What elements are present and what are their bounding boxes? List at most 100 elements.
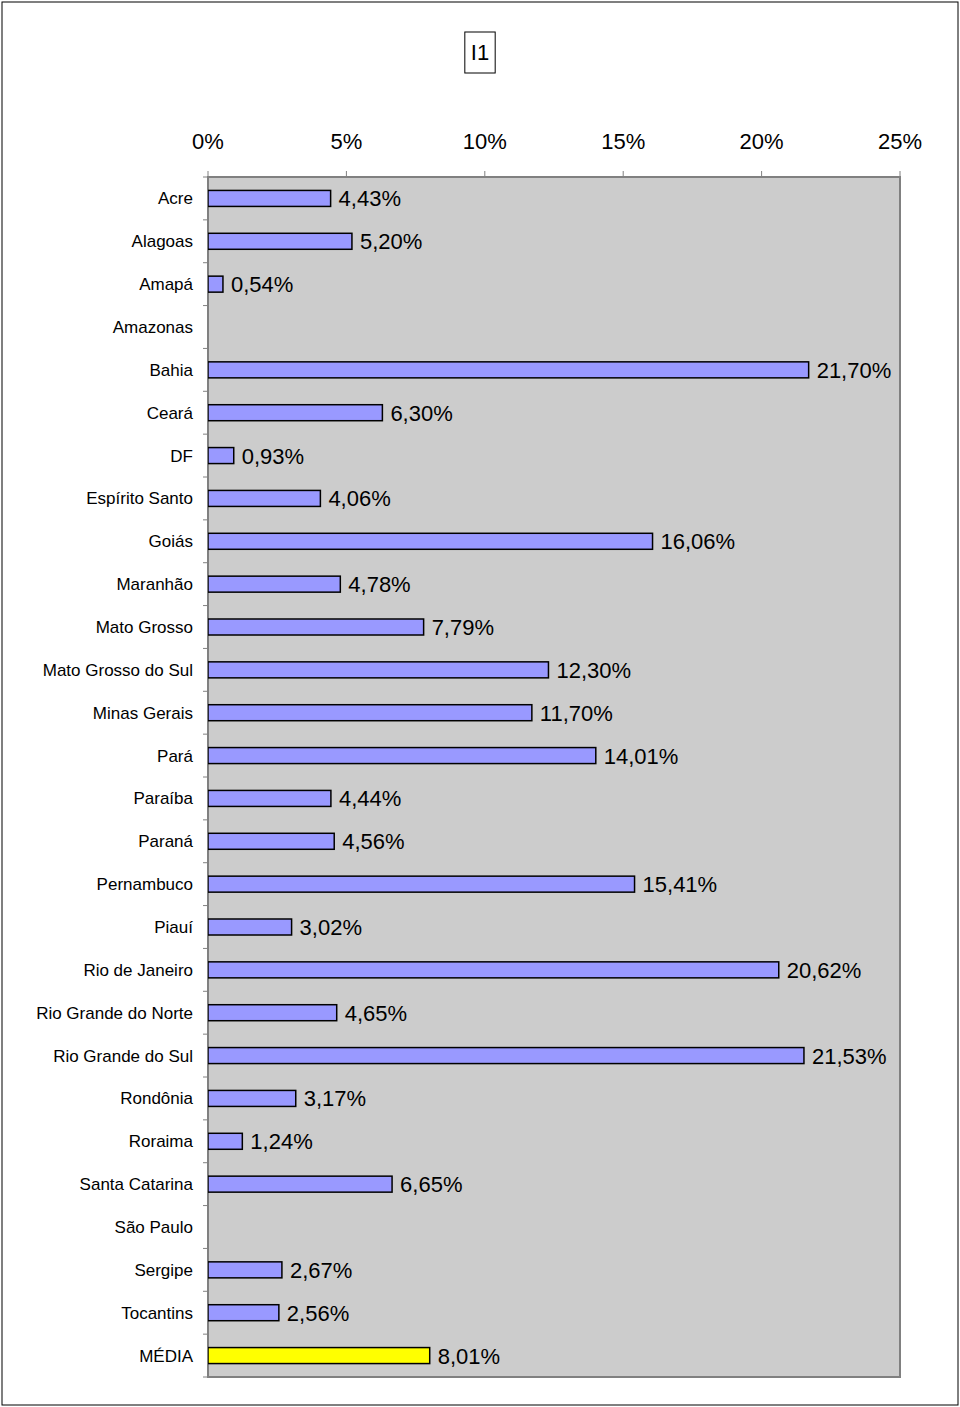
tick-mark: [484, 171, 485, 177]
bar: [208, 1262, 282, 1278]
category-label: Paraná: [138, 832, 193, 851]
category-label: Pará: [157, 747, 193, 766]
bar: [208, 1348, 430, 1364]
axis-tick: [203, 734, 208, 735]
bar: [208, 576, 340, 592]
data-label: 11,70%: [540, 701, 613, 726]
data-label: 12,30%: [556, 658, 631, 683]
category-label: Espírito Santo: [86, 489, 193, 508]
category-label: Alagoas: [132, 232, 193, 251]
category-label: Maranhão: [116, 575, 193, 594]
category-label: Amapá: [139, 275, 193, 294]
bar: [208, 362, 809, 378]
data-label: 0,93%: [242, 444, 304, 469]
category-label: Santa Catarina: [80, 1175, 194, 1194]
data-label: 21,53%: [812, 1044, 887, 1069]
bar: [208, 919, 292, 935]
data-label: 21,70%: [817, 358, 892, 383]
axis-tick: [203, 1162, 208, 1163]
axis-tick: [203, 1377, 208, 1378]
bar: [208, 833, 334, 849]
bar: [208, 1133, 242, 1149]
data-label: 3,02%: [300, 915, 362, 940]
bar: [208, 876, 635, 892]
chart-area: [2, 2, 958, 1405]
axis-tick: [203, 862, 208, 863]
tick-mark: [346, 171, 347, 177]
data-label: 14,01%: [604, 744, 679, 769]
chart: I10%5%10%15%20%25%Acre4,43%Alagoas5,20%A…: [0, 0, 960, 1407]
tick-mark: [623, 171, 624, 177]
data-label: 4,44%: [339, 786, 401, 811]
data-label: 16,06%: [661, 529, 736, 554]
data-label: 4,65%: [345, 1001, 407, 1026]
category-label: São Paulo: [115, 1218, 193, 1237]
category-label: Ceará: [147, 404, 194, 423]
bar: [208, 1176, 392, 1192]
bar: [208, 448, 234, 464]
bar: [208, 790, 331, 806]
title-box: [465, 32, 495, 73]
tick-label: 15%: [601, 129, 645, 154]
axis-tick: [203, 605, 208, 606]
data-label: 4,43%: [339, 186, 401, 211]
category-label: Paraíba: [133, 789, 193, 808]
tick-mark: [761, 171, 762, 177]
data-label: 4,06%: [328, 486, 390, 511]
tick-label: 20%: [740, 129, 784, 154]
axis-tick: [203, 562, 208, 563]
axis-tick: [203, 519, 208, 520]
bar: [208, 490, 320, 506]
axis-tick: [203, 819, 208, 820]
tick-label: 5%: [331, 129, 363, 154]
category-label: Minas Gerais: [93, 704, 193, 723]
axis-tick: [203, 1034, 208, 1035]
bar: [208, 748, 596, 764]
category-label: Rio de Janeiro: [83, 961, 193, 980]
bar: [208, 533, 653, 549]
bar: [208, 276, 223, 292]
bar: [208, 705, 532, 721]
category-label: Rio Grande do Norte: [36, 1004, 193, 1023]
title: I1: [471, 40, 489, 65]
bar: [208, 1305, 279, 1321]
data-label: 20,62%: [787, 958, 862, 983]
axis-tick: [203, 477, 208, 478]
axis-tick: [203, 1205, 208, 1206]
category-label: Goiás: [149, 532, 193, 551]
category-label: Roraima: [129, 1132, 194, 1151]
data-label: 1,24%: [250, 1129, 312, 1154]
data-label: 0,54%: [231, 272, 293, 297]
axis-tick: [203, 1119, 208, 1120]
axis-tick: [203, 262, 208, 263]
axis-tick: [203, 219, 208, 220]
category-label: Sergipe: [134, 1261, 193, 1280]
bar: [208, 1048, 804, 1064]
data-label: 2,67%: [290, 1258, 352, 1283]
data-label: 15,41%: [643, 872, 718, 897]
axis-tick: [203, 305, 208, 306]
bar: [208, 233, 352, 249]
axis-tick: [203, 905, 208, 906]
tick-label: 10%: [463, 129, 507, 154]
bar: [208, 619, 424, 635]
bar: [208, 405, 382, 421]
axis-tick: [203, 1077, 208, 1078]
bars: [208, 190, 809, 1363]
axis-tick: [203, 691, 208, 692]
data-label: 3,17%: [304, 1086, 366, 1111]
data-label: 6,30%: [390, 401, 452, 426]
plot-area: [208, 177, 900, 1377]
category-label: Tocantins: [121, 1304, 193, 1323]
category-label: Amazonas: [113, 318, 193, 337]
category-label: MÉDIA: [139, 1347, 194, 1366]
bar: [208, 190, 331, 206]
axis-tick: [203, 1334, 208, 1335]
data-label: 2,56%: [287, 1301, 349, 1326]
category-label: Piauí: [154, 918, 193, 937]
axis-tick: [203, 948, 208, 949]
bar: [208, 1090, 296, 1106]
data-label: 8,01%: [438, 1344, 500, 1369]
category-label: Rio Grande do Sul: [53, 1047, 193, 1066]
axis-tick: [203, 391, 208, 392]
